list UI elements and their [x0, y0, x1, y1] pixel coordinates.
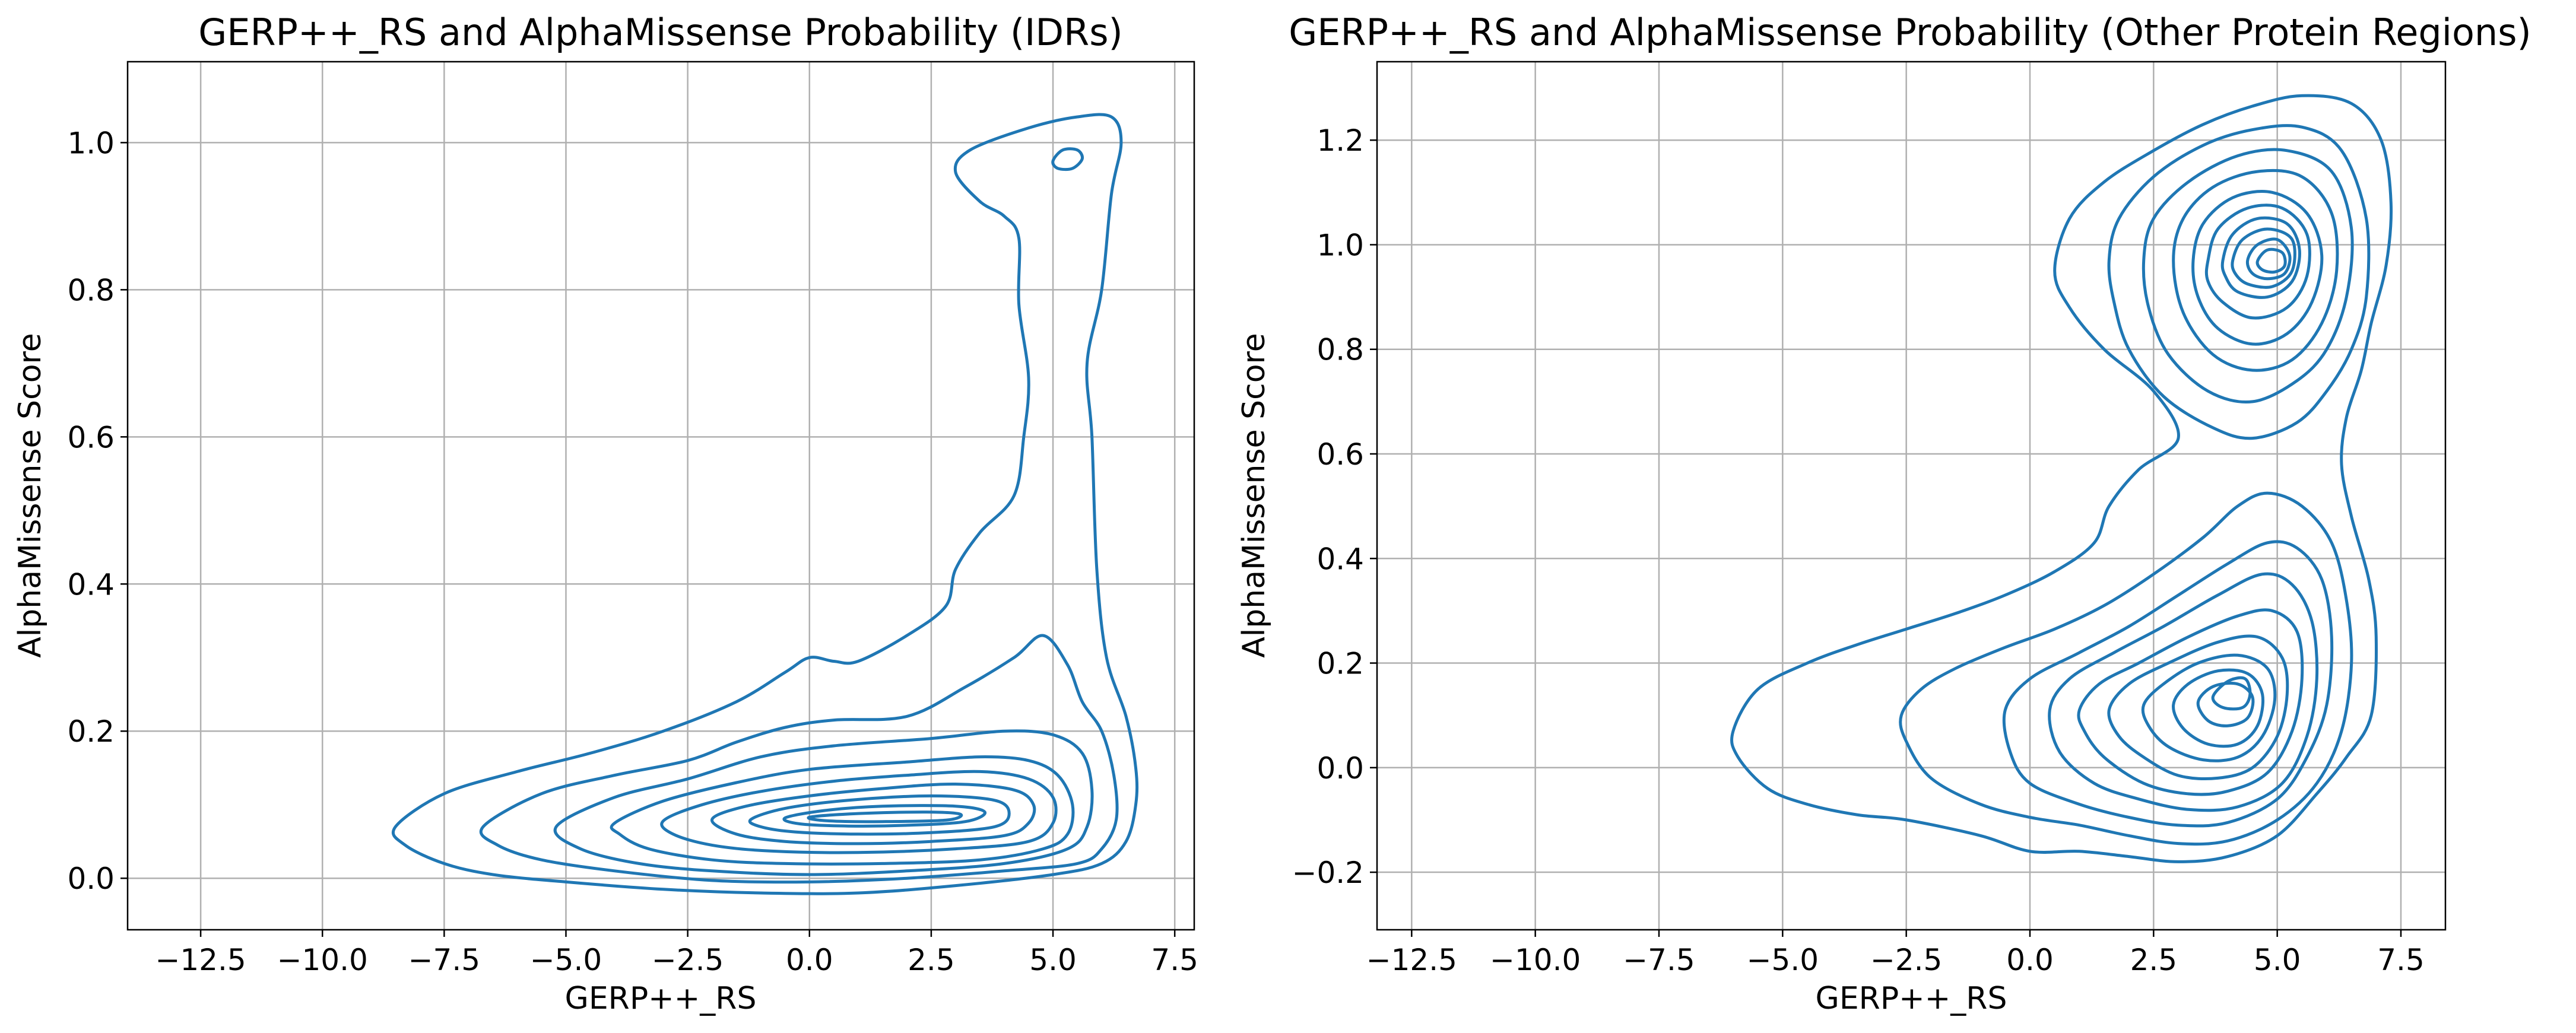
density-contour-line: [807, 810, 963, 824]
density-contour-line: [2211, 676, 2252, 711]
density-contour-line: [2220, 216, 2301, 299]
x-tick-label: 2.5: [908, 943, 955, 977]
density-contour-line: [748, 794, 1011, 836]
chart-title: GERP++_RS and AlphaMissense Probability …: [1289, 11, 2531, 54]
density-contour-line: [1899, 491, 2353, 846]
density-contour-line: [2172, 668, 2265, 748]
density-contour-line: [2107, 124, 2371, 440]
x-tick-label: 7.5: [1151, 943, 1198, 977]
y-axis-ticks: −0.2 0.0 0.2 0.4 0.6 0.8 1.0 1.2: [1292, 123, 1377, 890]
chart-panel-idrs: −12.5 −10.0 −7.5 −5.0 −2.5 0.0 2.5 5.0 7.5 0.00.…: [12, 11, 1198, 1016]
x-tick-label: −7.5: [408, 943, 480, 977]
x-tick-label: −12.5: [155, 943, 246, 977]
y-axis-ticks: 0.0 0.2 0.4 0.6 0.8 1.0: [67, 126, 128, 896]
density-contour-line: [2245, 237, 2292, 281]
density-contour-line: [2142, 148, 2354, 403]
density-contour-line: [710, 782, 1036, 846]
y-tick-label: 0.8: [67, 273, 115, 307]
x-tick-label: −2.5: [652, 943, 724, 977]
y-tick-label: 1.0: [1316, 228, 1364, 262]
density-contour-line: [2172, 169, 2339, 372]
contour-lines: [391, 113, 1139, 895]
y-tick-label: 0.4: [67, 567, 115, 602]
x-tick-label: 2.5: [2130, 943, 2178, 977]
y-tick-label: 0.8: [1316, 333, 1364, 367]
grid-lines: [128, 62, 1194, 930]
y-axis-label: AlphaMissense Score: [12, 333, 48, 658]
density-contour-line: [610, 755, 1075, 866]
density-contour-line: [2107, 634, 2289, 781]
x-tick-label: −5.0: [1747, 943, 1819, 977]
x-tick-label: −10.0: [277, 943, 368, 977]
x-tick-label: 5.0: [2254, 943, 2301, 977]
density-contour-line: [2191, 190, 2324, 346]
plot-frame: [126, 61, 1195, 931]
x-tick-label: −7.5: [1623, 943, 1695, 977]
y-tick-label: −0.2: [1292, 856, 1364, 890]
density-contour-line: [2141, 653, 2277, 762]
x-tick-label: 7.5: [2377, 943, 2425, 977]
y-tick-label: 0.4: [1316, 542, 1364, 576]
x-axis-label: GERP++_RS: [1816, 981, 2007, 1016]
chart-panel-other-regions: −12.5 −10.0 −7.5 −5.0 −2.5 0.0 2.5 5.0 7.5 −0.2 0…: [1236, 11, 2531, 1016]
x-tick-label: −2.5: [1870, 943, 1942, 977]
y-tick-label: 0.6: [1316, 437, 1364, 472]
x-tick-label: 5.0: [1029, 943, 1077, 977]
y-tick-label: 0.0: [1316, 751, 1364, 786]
density-contour-line: [2002, 540, 2334, 828]
density-contour-line: [782, 804, 986, 828]
grid-lines: [1377, 62, 2445, 930]
y-tick-label: 1.0: [67, 126, 115, 160]
density-contour-line: [1730, 94, 2393, 863]
y-tick-label: 1.2: [1316, 123, 1364, 158]
density-contour-line: [2255, 247, 2287, 274]
x-axis-ticks: −12.5 −10.0 −7.5 −5.0 −2.5 0.0 2.5 5.0 7.5: [155, 930, 1198, 977]
chart-title: GERP++_RS and AlphaMissense Probability …: [198, 11, 1123, 54]
x-tick-label: −10.0: [1490, 943, 1581, 977]
density-contour-line: [2196, 681, 2255, 727]
x-axis-label: GERP++_RS: [565, 981, 757, 1016]
density-contour-line: [2231, 227, 2296, 289]
contour-lines: [1730, 94, 2393, 863]
plot-frame: [1376, 61, 2447, 931]
x-axis-ticks: −12.5 −10.0 −7.5 −5.0 −2.5 0.0 2.5 5.0 7.5: [1366, 930, 2425, 977]
y-tick-label: 0.2: [67, 714, 115, 749]
density-contour-line: [391, 113, 1139, 895]
x-tick-label: 0.0: [786, 943, 833, 977]
density-contour-line: [2048, 572, 2319, 812]
density-contour-line: [2077, 608, 2304, 796]
x-tick-label: −5.0: [530, 943, 602, 977]
x-tick-label: 0.0: [2006, 943, 2054, 977]
y-tick-label: 0.6: [67, 420, 115, 454]
density-contour-line: [2204, 204, 2311, 320]
density-contour-line: [1051, 147, 1084, 171]
density-contour-line: [660, 770, 1058, 854]
y-axis-label: AlphaMissense Score: [1236, 333, 1272, 658]
x-tick-label: −12.5: [1366, 943, 1457, 977]
y-tick-label: 0.2: [1316, 647, 1364, 681]
density-contour-line: [553, 729, 1094, 876]
y-tick-label: 0.0: [67, 862, 115, 896]
density-contour-line: [479, 634, 1119, 884]
